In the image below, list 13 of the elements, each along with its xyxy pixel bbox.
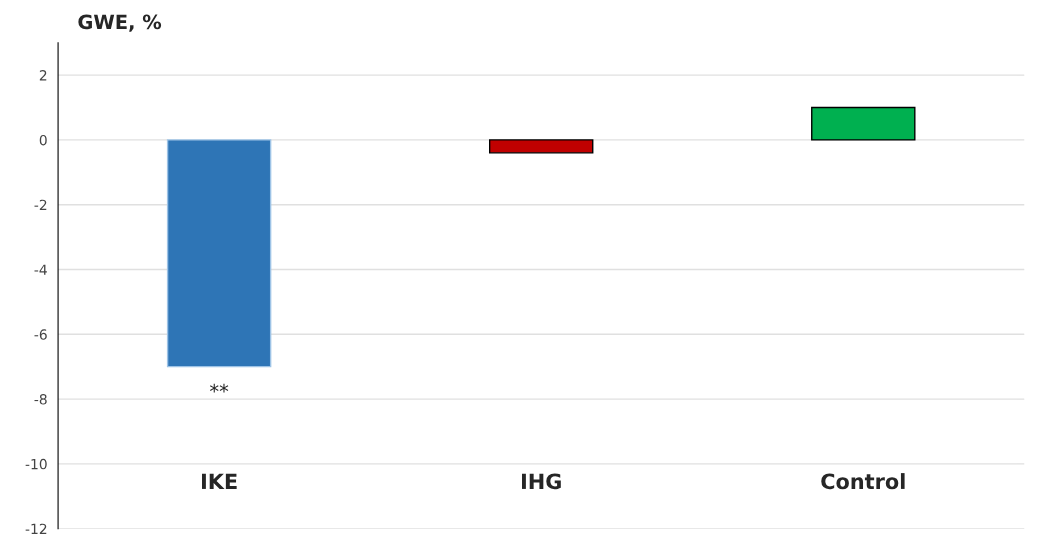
y-tick-label: -10 (25, 458, 47, 470)
y-tick-label: -2 (34, 199, 47, 210)
annotation: ** (209, 383, 229, 393)
x-tick-label: Control (821, 473, 905, 490)
y-tick-label: -8 (34, 394, 47, 405)
y-tick-label: 2 (39, 70, 47, 81)
y-tick-label: -12 (25, 523, 47, 534)
x-tick-label: IHG (521, 473, 561, 490)
x-tick-label: IKE (201, 473, 237, 489)
y-axis-title: GWE, % (78, 14, 162, 32)
y-tick-label: 0 (39, 134, 47, 146)
y-tick-label: -6 (34, 329, 47, 340)
y-tick-label: -4 (34, 264, 47, 275)
